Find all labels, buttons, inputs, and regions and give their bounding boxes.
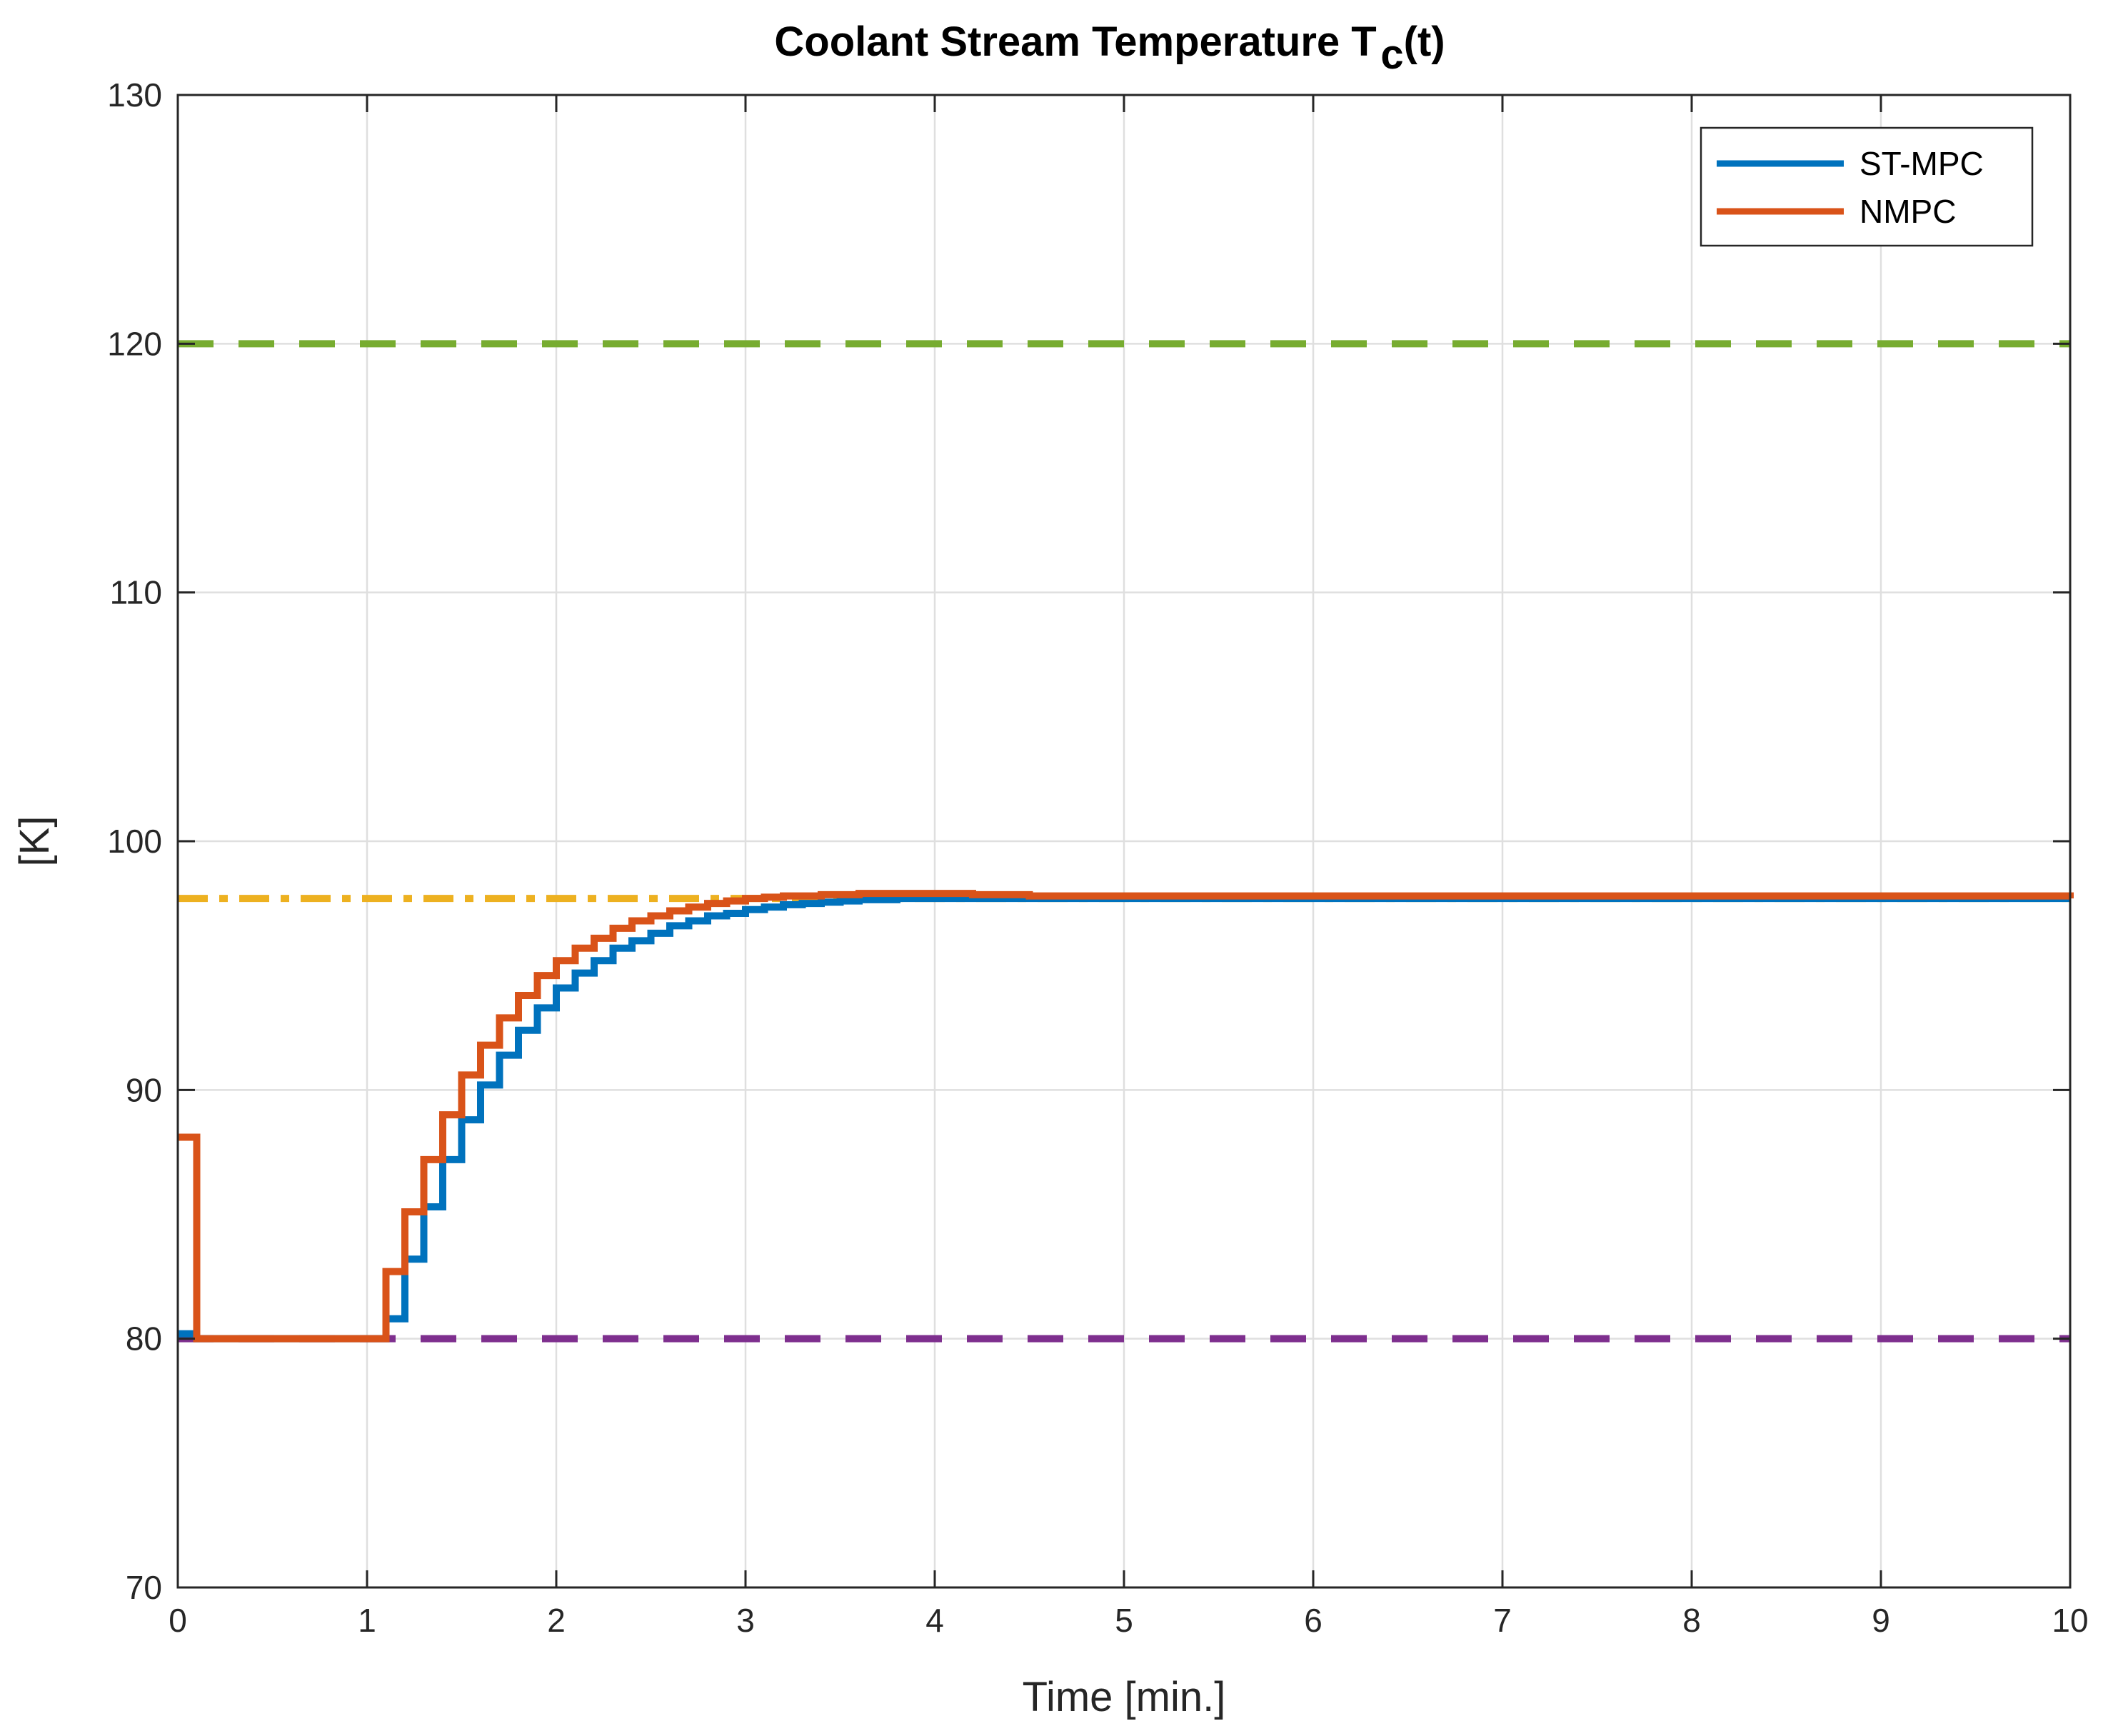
x-tick-label: 9 <box>1872 1602 1890 1639</box>
y-tick-label: 130 <box>107 76 162 114</box>
legend-box <box>1700 126 2034 247</box>
chart-title-main: Coolant Stream Temperature T <box>774 19 1376 65</box>
series-line-nmpc <box>178 890 2074 1343</box>
chart-title-suffix: (t) <box>1404 19 1445 65</box>
chart-title-subscript: c <box>1380 31 1403 78</box>
legend: ST-MPC NMPC <box>1700 126 2034 247</box>
y-tick-label: 80 <box>126 1320 162 1358</box>
x-tick-label: 0 <box>169 1602 187 1639</box>
x-tick-label: 4 <box>925 1602 944 1639</box>
x-tick-label: 7 <box>1493 1602 1512 1639</box>
x-tick-label: 3 <box>736 1602 755 1639</box>
x-tick-label: 2 <box>547 1602 566 1639</box>
y-tick-label: 120 <box>107 325 162 362</box>
series-layer <box>178 890 2074 1343</box>
series-line-st-mpc <box>178 895 2070 1343</box>
y-axis-label: [K] <box>11 816 58 867</box>
legend-label-st-mpc: ST-MPC <box>1859 145 1984 182</box>
x-tick-label: 1 <box>358 1602 376 1639</box>
x-tick-label: 6 <box>1304 1602 1322 1639</box>
y-tick-label: 70 <box>126 1569 162 1606</box>
legend-label-nmpc: NMPC <box>1859 193 1956 230</box>
y-tick-label: 90 <box>126 1071 162 1108</box>
x-tick-label: 10 <box>2052 1602 2088 1639</box>
x-tick-label: 5 <box>1115 1602 1133 1639</box>
x-axis-label: Time [min.] <box>1023 1674 1226 1720</box>
tick-layer: 0 1 2 3 4 5 6 7 8 9 10 70 80 90 100 110 120 130 <box>107 76 2088 1639</box>
x-tick-label: 8 <box>1682 1602 1701 1639</box>
y-tick-label: 100 <box>107 823 162 860</box>
y-tick-label: 110 <box>110 574 162 611</box>
